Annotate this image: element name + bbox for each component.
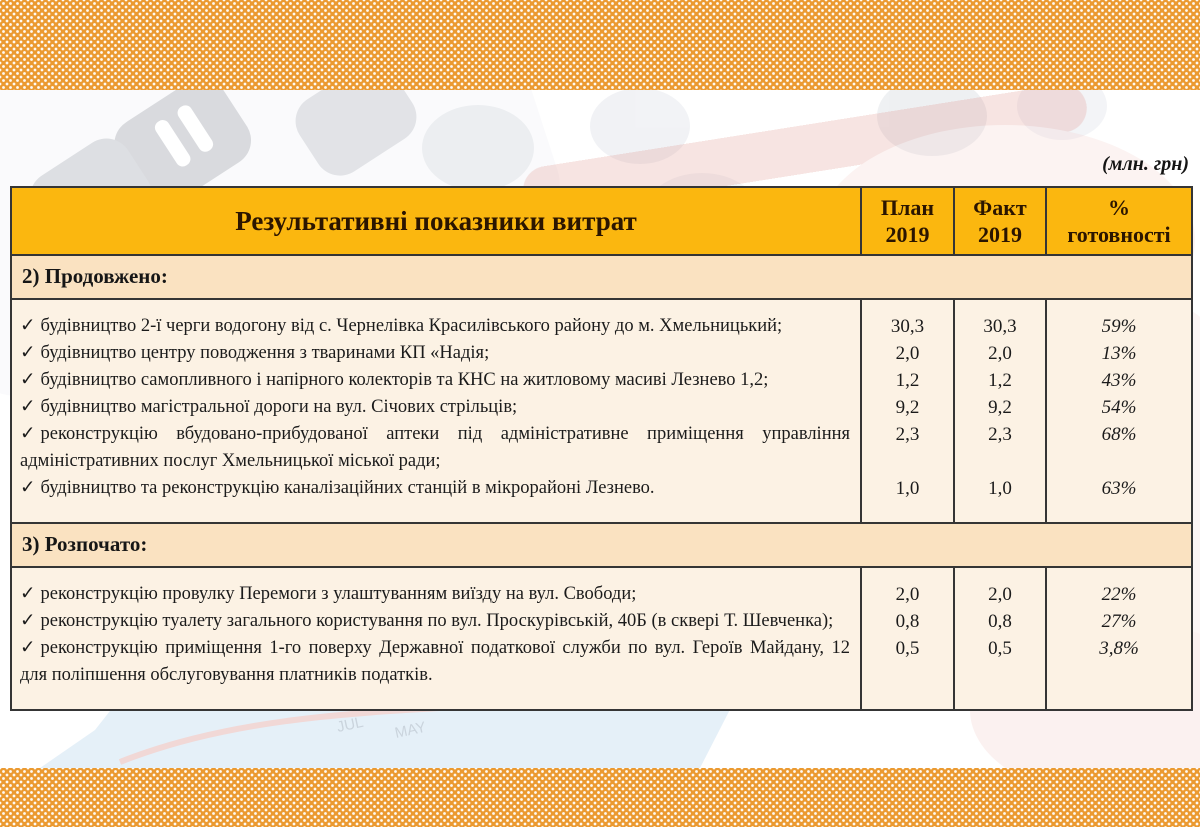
plan-value: 0,5	[860, 635, 954, 710]
fact-value: 9,2	[953, 394, 1046, 421]
project-row: ✓ реконструкцію приміщення 1-го поверху Д…	[11, 635, 1192, 710]
section-label: 2) Продовжено:	[11, 254, 1192, 300]
fact-value: 2,0	[953, 340, 1046, 367]
plan-value: 1,0	[860, 475, 954, 523]
check-icon: ✓	[20, 343, 36, 363]
units-note: (млн. грн)	[1102, 153, 1189, 175]
fact-label: Факт	[973, 194, 1027, 220]
plan-value: 2,0	[860, 567, 954, 608]
project-description: ✓ реконструкцію провулку Перемоги з улашт…	[11, 567, 861, 608]
project-description: ✓ реконструкцію туалету загального корист…	[11, 608, 861, 635]
project-row: ✓ будівництво магістральної дороги на вул…	[11, 394, 1192, 421]
fact-year: 2019	[978, 222, 1022, 247]
fact-value: 0,5	[953, 635, 1046, 710]
fact-value: 2,3	[953, 421, 1046, 475]
readiness-value: 27%	[1045, 608, 1192, 635]
check-icon: ✓	[20, 397, 36, 417]
project-row: ✓ реконструкцію туалету загального корист…	[11, 608, 1192, 635]
plan-value: 1,2	[860, 367, 954, 394]
section-label: 3) Розпочато:	[11, 522, 1192, 568]
project-description: ✓ будівництво самопливного і напірного ко…	[11, 367, 861, 394]
section-row-3: 3) Розпочато:	[11, 522, 1192, 568]
plan-value: 30,3	[860, 299, 954, 340]
project-row: ✓ будівництво самопливного і напірного ко…	[11, 367, 1192, 394]
check-icon: ✓	[20, 611, 36, 631]
faint-label-may: MAY	[393, 719, 427, 742]
check-icon: ✓	[20, 424, 36, 444]
expenditure-table: Результативні показники витрат План 2019…	[10, 186, 1193, 711]
check-icon: ✓	[20, 584, 36, 604]
plan-value: 0,8	[860, 608, 954, 635]
project-row: ✓ будівництво та реконструкцію каналізаці…	[11, 475, 1192, 523]
check-icon: ✓	[20, 370, 36, 390]
fact-value: 1,0	[953, 475, 1046, 523]
readiness-value: 3,8%	[1045, 635, 1192, 710]
readiness-label: готовності	[1067, 222, 1171, 247]
check-icon: ✓	[20, 478, 36, 498]
project-row: ✓ реконструкцію вбудовано-прибудованої ап…	[11, 421, 1192, 475]
table-header-row: Результативні показники витрат План 2019…	[11, 187, 1192, 256]
check-icon: ✓	[20, 638, 36, 658]
table-header-fact: Факт 2019	[953, 187, 1046, 256]
readiness-value: 59%	[1045, 299, 1192, 340]
decorative-band-top	[0, 0, 1200, 90]
readiness-value: 43%	[1045, 367, 1192, 394]
readiness-value: 22%	[1045, 567, 1192, 608]
fact-value: 2,0	[953, 567, 1046, 608]
project-description: ✓ реконструкцію приміщення 1-го поверху Д…	[11, 635, 861, 710]
plan-value: 9,2	[860, 394, 954, 421]
project-description: ✓ будівництво 2-ї черги водогону від с. Ч…	[11, 299, 861, 340]
readiness-value: 63%	[1045, 475, 1192, 523]
readiness-percent-sign: %	[1108, 194, 1130, 220]
fact-value: 30,3	[953, 299, 1046, 340]
fact-value: 0,8	[953, 608, 1046, 635]
plan-year: 2019	[885, 222, 930, 247]
plan-value: 2,3	[860, 421, 954, 475]
decorative-band-bottom	[0, 768, 1200, 827]
project-row: ✓ будівництво центру поводження з тварина…	[11, 340, 1192, 367]
plan-label: План	[880, 194, 935, 220]
project-description: ✓ будівництво центру поводження з тварина…	[11, 340, 861, 367]
fact-value: 1,2	[953, 367, 1046, 394]
readiness-value: 68%	[1045, 421, 1192, 475]
table-header-readiness: % готовності	[1045, 187, 1192, 256]
project-row: ✓ реконструкцію провулку Перемоги з улашт…	[11, 567, 1192, 608]
table-header-plan: План 2019	[860, 187, 954, 256]
table-header-title: Результативні показники витрат	[11, 187, 861, 256]
check-icon: ✓	[20, 316, 36, 336]
project-row: ✓ будівництво 2-ї черги водогону від с. Ч…	[11, 299, 1192, 340]
faint-label-jul: JUL	[335, 714, 365, 736]
project-description: ✓ будівництво та реконструкцію каналізаці…	[11, 475, 861, 523]
section-row-2: 2) Продовжено:	[11, 254, 1192, 300]
project-description: ✓ реконструкцію вбудовано-прибудованої ап…	[11, 421, 861, 475]
readiness-value: 13%	[1045, 340, 1192, 367]
readiness-value: 54%	[1045, 394, 1192, 421]
plan-value: 2,0	[860, 340, 954, 367]
project-description: ✓ будівництво магістральної дороги на вул…	[11, 394, 861, 421]
